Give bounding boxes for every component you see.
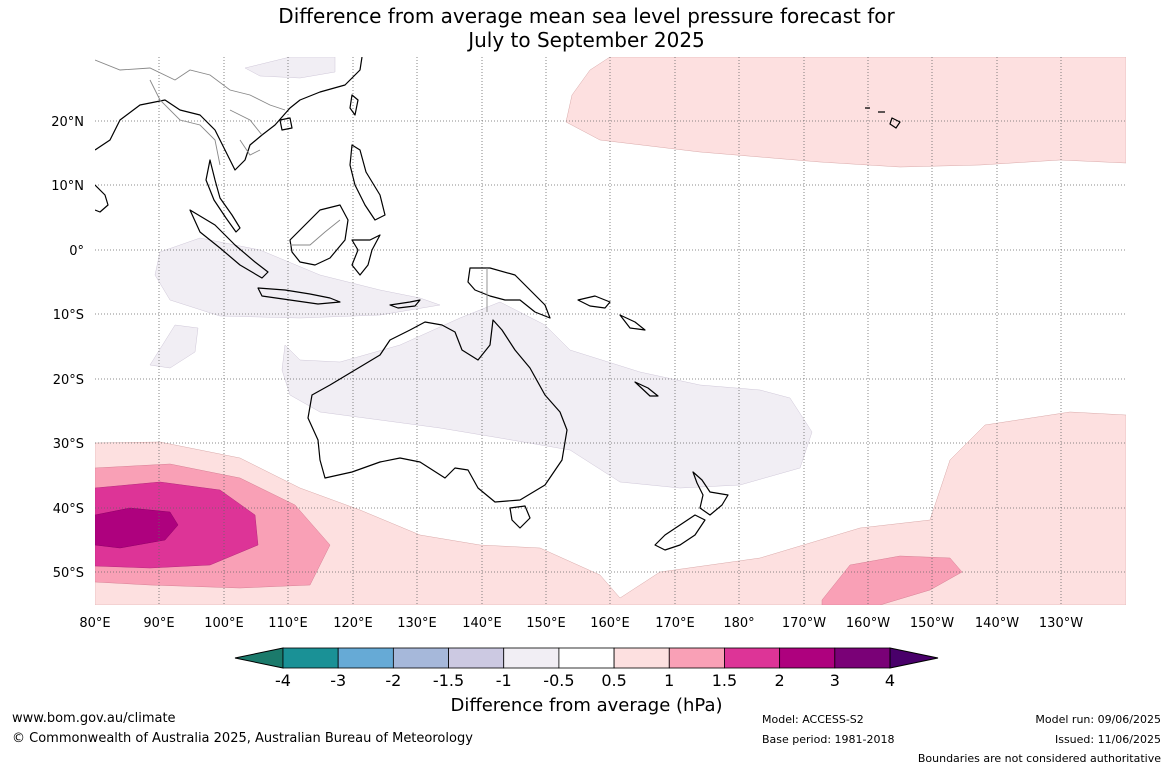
contour-australia-neg: [281, 301, 813, 489]
colorbar-segment: [558, 647, 615, 669]
coast-solomons: [619, 314, 646, 331]
coast-asia-mainland: [95, 57, 363, 171]
lon-tick-label: 130°E: [397, 616, 437, 631]
colorbar-tick-labels: -4 -3 -2 -1.5 -1 -0.5 0.5 1 1.5 2 3 4: [275, 671, 895, 690]
coast-taiwan: [349, 94, 359, 116]
colorbar-tick-label: 4: [885, 671, 895, 690]
coast-timor: [389, 299, 421, 309]
coast-nz-south: [654, 514, 706, 551]
lat-tick-label: 0°: [69, 244, 84, 259]
coast-india-tip: [95, 184, 109, 213]
lon-tick-label: 160°E: [590, 616, 630, 631]
model-text: Model: ACCESS-S2: [762, 713, 864, 726]
colorbar-segment: [392, 647, 449, 669]
lat-tick-label: 20°N: [51, 115, 84, 130]
coast-java: [257, 287, 341, 305]
colorbar-segment: [448, 647, 505, 669]
colorbar-segment: [613, 647, 670, 669]
colorbar-segment: [779, 647, 836, 669]
lat-tick-label: 20°S: [53, 373, 84, 388]
colorbar-tick-label: -4: [275, 671, 291, 690]
coast-hawaii: [865, 107, 901, 129]
colorbar-tick-label: -3: [330, 671, 346, 690]
title-line-2: July to September 2025: [468, 28, 705, 52]
lon-tick-label: 120°E: [333, 616, 373, 631]
colorbar-tick-label: 2: [775, 671, 785, 690]
disclaimer-text: Boundaries are not considered authoritat…: [917, 752, 1161, 765]
coast-sumatra: [189, 209, 269, 279]
lon-tick-label: 90°E: [143, 616, 174, 631]
colorbar-right-arrow: [889, 647, 939, 669]
colorbar-segment: [724, 647, 781, 669]
base-period-text: Base period: 1981-2018: [762, 733, 895, 746]
coast-nz-north: [692, 471, 729, 516]
colorbar-segment: [503, 647, 560, 669]
contour-northwest-neg: [244, 57, 336, 79]
lon-tick-label: 160°W: [846, 616, 890, 631]
colorbar-segment: [337, 647, 394, 669]
lat-tick-label: 30°S: [53, 437, 84, 452]
colorbar-segment: [282, 647, 339, 669]
colorbar-tick-label: -1.5: [433, 671, 464, 690]
lon-tick-labels: 80°E 90°E 100°E 110°E 120°E 130°E 140°E …: [79, 616, 1083, 631]
coast-new-britain: [577, 295, 611, 309]
copyright-text: © Commonwealth of Australia 2025, Austra…: [12, 731, 473, 746]
colorbar-label: Difference from average (hPa): [450, 695, 723, 716]
coast-philippines: [349, 144, 386, 221]
lat-tick-label: 10°N: [51, 179, 84, 194]
coast-new-caledonia: [634, 381, 659, 397]
lat-tick-label: 50°S: [53, 566, 84, 581]
lat-tick-labels: 20°N 10°N 0° 10°S 20°S 30°S 40°S 50°S: [51, 115, 84, 581]
colorbar-tick-label: -2: [385, 671, 401, 690]
lon-tick-label: 170°W: [782, 616, 826, 631]
lon-tick-label: 80°E: [79, 616, 110, 631]
coast-australia: [307, 319, 568, 503]
lon-tick-label: 100°E: [204, 616, 244, 631]
colorbar-left-arrow: [234, 647, 284, 669]
coast-new-guinea: [467, 267, 551, 319]
coast-sulawesi: [351, 234, 381, 276]
contour-north-pacific-pos: [565, 57, 1126, 168]
contour-south-pos-2: [95, 507, 179, 549]
lon-tick-label: 110°E: [268, 616, 308, 631]
colorbar: -4 -3 -2 -1.5 -1 -0.5 0.5 1 1.5 2 3 4: [234, 647, 939, 690]
lon-tick-label: 170°E: [655, 616, 695, 631]
lon-tick-label: 140°E: [462, 616, 502, 631]
coast-tasmania: [509, 505, 531, 529]
colorbar-tick-label: -1: [496, 671, 512, 690]
colorbar-segments: [282, 647, 891, 669]
coastlines: [95, 57, 901, 551]
gridlines: [95, 57, 1126, 605]
lon-tick-label: 140°W: [975, 616, 1019, 631]
colorbar-segment: [668, 647, 725, 669]
lat-tick-label: 10°S: [53, 308, 84, 323]
issued-text: Issued: 11/06/2025: [1054, 733, 1161, 746]
map-area: [95, 57, 1126, 605]
colorbar-tick-label: 1: [664, 671, 674, 690]
coast-borneo: [289, 204, 349, 266]
lon-tick-label: 150°E: [526, 616, 566, 631]
country-borders: [95, 59, 488, 312]
colorbar-tick-label: 1.5: [712, 671, 737, 690]
colorbar-tick-label: -0.5: [543, 671, 574, 690]
page-title: Difference from average mean sea level p…: [0, 4, 1173, 52]
coast-malay-peninsula: [205, 159, 241, 233]
website-text: www.bom.gov.au/climate: [12, 711, 176, 726]
lon-tick-label: 180°: [723, 616, 754, 631]
lat-tick-label: 40°S: [53, 502, 84, 517]
lon-tick-label: 130°W: [1039, 616, 1083, 631]
colorbar-tick-label: 0.5: [601, 671, 626, 690]
coast-hainan: [279, 117, 293, 131]
contour-small-neg: [149, 324, 199, 369]
colorbar-segment: [834, 647, 891, 669]
model-run-text: Model run: 09/06/2025: [1035, 713, 1161, 726]
lon-tick-label: 150°W: [910, 616, 954, 631]
title-line-1: Difference from average mean sea level p…: [278, 4, 895, 28]
colorbar-tick-label: 3: [830, 671, 840, 690]
